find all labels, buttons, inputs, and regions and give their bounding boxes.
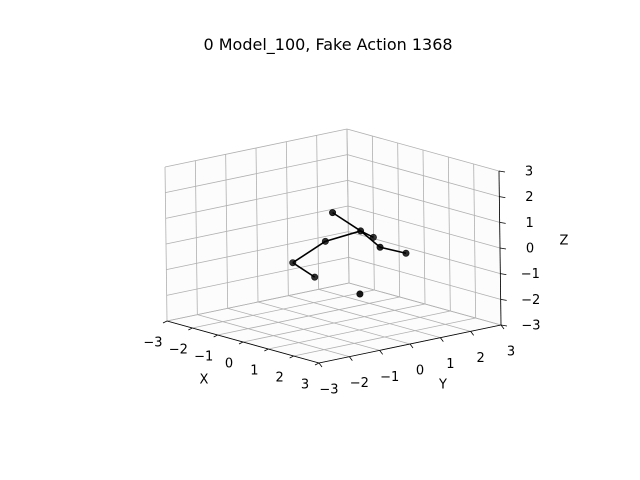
y-tick-label: 0 <box>416 364 424 379</box>
x-tick-mark <box>238 341 244 345</box>
x-tick-label: −1 <box>194 350 213 365</box>
gridline-right-z <box>346 128 500 172</box>
x-tick-mark <box>264 348 269 352</box>
z-tick-mark <box>500 324 508 327</box>
x-tick-mark <box>213 334 218 338</box>
gridline-left-z <box>165 154 348 194</box>
axes-lines <box>162 170 508 368</box>
y-tick-label: 3 <box>507 345 515 360</box>
skeleton-joint <box>289 259 297 267</box>
y-tick-label: −3 <box>319 383 338 398</box>
y-tick-label: 2 <box>477 351 485 366</box>
z-tick-label: 0 <box>526 242 534 257</box>
gridline-left-z <box>164 128 348 168</box>
z-tick-mark <box>498 170 506 173</box>
skeleton-joint <box>369 233 377 241</box>
x-tick-label: −2 <box>169 343 188 358</box>
axes-grid <box>164 128 502 364</box>
z-tick-label: −2 <box>521 293 540 308</box>
gridline-floor-y <box>348 282 502 326</box>
x-tick-mark <box>188 327 193 331</box>
z-tick-label: 2 <box>525 190 533 205</box>
skeleton-bone <box>292 262 316 278</box>
x-tick-label: 2 <box>276 371 284 386</box>
y-tick-mark <box>318 362 323 368</box>
skeleton-joint <box>356 290 364 298</box>
x-tick-label: 1 <box>250 364 258 379</box>
skeleton-joint <box>376 243 384 251</box>
z-tick-mark <box>500 298 507 301</box>
y-tick-mark <box>379 350 383 355</box>
skeleton-joint <box>311 273 319 281</box>
x-tick-mark <box>289 355 294 359</box>
axis-labels: X Y Z <box>200 234 569 393</box>
gridline-right-z <box>347 154 500 198</box>
gridline-floor-y <box>318 288 471 332</box>
skeleton-joint <box>402 249 410 257</box>
y-tick-mark <box>409 343 414 349</box>
z-tick-mark <box>499 221 506 224</box>
z-tick-mark <box>500 273 507 276</box>
y-tick-label: −2 <box>350 376 369 391</box>
y-tick-mark <box>349 356 353 361</box>
y-tick-label: −1 <box>380 370 399 385</box>
y-axis-label: Y <box>438 378 447 393</box>
skeleton-bone <box>379 246 407 255</box>
z-tick-mark <box>499 196 506 199</box>
y-tick-label: 1 <box>446 357 454 372</box>
gridline-wall-y <box>346 128 350 284</box>
tick-labels: −3 −3 −3 −2 −2 −2 −1 −1 −1 0 0 0 1 1 1 2 2 2 3 3 3 <box>143 165 540 398</box>
z-tick-label: 1 <box>526 216 534 231</box>
y-tick-mark <box>500 324 505 330</box>
skeleton-bone <box>292 240 326 264</box>
z-tick-label: 3 <box>525 165 533 180</box>
skeleton-bone <box>332 211 362 232</box>
x-tick-label: −3 <box>143 336 162 351</box>
z-tick-mark <box>499 247 507 250</box>
x-tick-label: 3 <box>301 378 309 393</box>
x-axis-label: X <box>200 373 209 388</box>
x-tick-mark <box>162 320 168 324</box>
z-axis-label: Z <box>560 234 569 249</box>
x-tick-label: 0 <box>225 357 233 372</box>
skeleton-joint <box>321 237 329 245</box>
skeleton-joint <box>329 209 337 217</box>
chart-title: 0 Model_100, Fake Action 1368 <box>203 35 452 55</box>
z-tick-label: −3 <box>521 319 540 334</box>
z-tick-label: −1 <box>521 267 540 282</box>
axes-panes <box>165 129 501 363</box>
x-tick-mark <box>314 362 320 366</box>
skeleton-bone <box>325 230 361 243</box>
y-tick-mark <box>440 337 444 342</box>
skeleton-bone <box>360 230 381 248</box>
skeleton-joint <box>357 227 365 235</box>
y-tick-mark <box>470 331 474 336</box>
plot-area <box>289 209 410 298</box>
